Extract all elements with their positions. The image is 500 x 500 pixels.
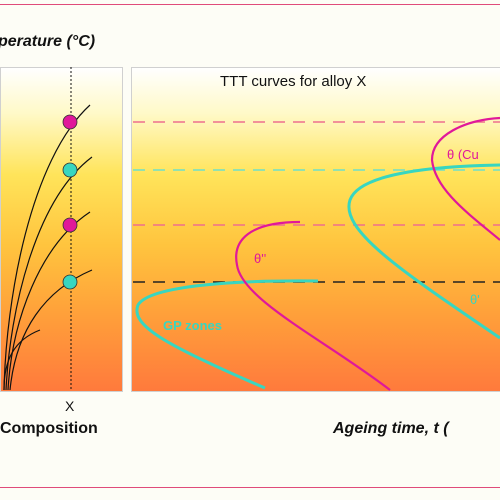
solvus-curve-5: [3, 329, 41, 391]
theta-curve: [430, 116, 500, 241]
solvus-curve-3: [7, 211, 91, 391]
ttt-title: TTT curves for alloy X: [220, 73, 367, 90]
phase-diagram-panel: [0, 67, 123, 392]
theta-prime-curve: [347, 163, 500, 340]
theta-double-prime-label: θ'': [254, 251, 267, 266]
bottom-frame-line: [0, 487, 500, 488]
theta-prime-label: θ': [470, 292, 480, 307]
marker-theta: [62, 114, 78, 130]
marker-theta-prime: [62, 162, 78, 178]
theta-double-prime-curve: [235, 220, 391, 391]
solvus-curves: [3, 104, 93, 391]
marker-theta-double-prime: [62, 217, 78, 233]
composition-axis-label: Composition: [0, 420, 98, 437]
ageing-time-axis-label: Ageing time, t (: [333, 420, 449, 437]
top-frame-line: [0, 4, 500, 5]
solvus-curve-2: [5, 156, 93, 391]
temperature-axis-label: perature (°C): [0, 33, 96, 50]
theta-label: θ (Cu: [447, 147, 479, 162]
solvus-curve-1: [3, 104, 91, 391]
solvus-curve-4: [9, 269, 93, 391]
marker-gp-zones: [62, 274, 78, 290]
composition-x-marker: X: [65, 398, 75, 414]
gp-zones-label: GP zones: [163, 318, 223, 333]
gp-zones-curve: [135, 279, 319, 390]
